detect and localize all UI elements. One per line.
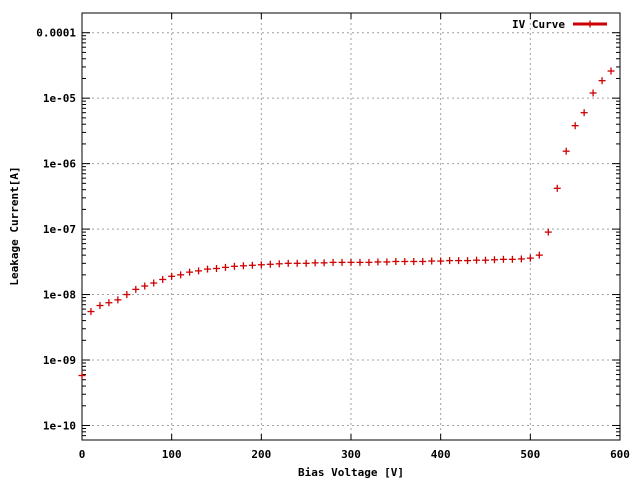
data-point [580,109,588,117]
data-point [473,256,481,264]
data-point [598,77,606,85]
data-point [544,228,552,236]
x-tick-label: 400 [431,448,451,461]
data-point [464,257,472,265]
data-point [302,259,310,267]
y-tick-label: 1e-07 [43,223,76,236]
plot-frame [81,12,621,441]
y-tick-label: 1e-08 [43,289,76,302]
data-point [293,259,301,267]
data-point [213,265,220,273]
y-tick-label: 1e-06 [43,158,76,171]
data-point [87,308,95,316]
data-point [123,291,131,299]
x-tick-label: 0 [79,448,86,461]
data-point [490,256,498,264]
data-point [248,261,256,269]
data-point [419,257,427,265]
data-point [482,256,489,264]
data-point [186,268,194,276]
y-tick-label: 0.0001 [36,27,76,40]
data-point [239,262,247,270]
data-point [508,255,516,263]
data-point [96,302,104,310]
grid-lines [82,13,620,440]
data-point [221,263,229,271]
data-point [105,299,113,307]
data-point [168,272,176,280]
data-point [320,259,328,267]
data-point [428,257,436,265]
data-point [517,255,525,263]
data-point [257,261,265,269]
y-tick-label: 1e-05 [43,92,76,105]
data-point [410,257,418,265]
data-point [526,254,534,262]
data-point [159,275,167,283]
x-axis-ticks: 0 100 200 300 400 500 600 [79,13,630,461]
data-point [589,89,597,97]
data-point [311,259,319,267]
data-point [284,259,292,267]
data-point [114,296,122,304]
x-tick-label: 200 [251,448,271,461]
data-point [571,122,579,130]
x-tick-label: 300 [341,448,361,461]
data-point [562,147,570,155]
data-point [437,257,445,265]
data-point [383,258,391,266]
data-point [455,257,463,265]
data-point [401,257,409,265]
data-point [204,265,212,273]
data-point [275,260,283,268]
legend-marker [586,20,594,28]
data-point [365,258,373,266]
data-point [535,251,543,259]
data-points [78,67,615,380]
data-point [177,271,185,279]
data-point [356,258,364,266]
data-point [78,372,86,380]
legend-label: IV Curve [512,18,565,31]
x-axis-label: Bias Voltage [V] [298,466,404,479]
data-point [446,257,454,265]
data-point [392,257,400,265]
data-point [338,258,346,266]
data-point [132,285,140,293]
legend: IV Curve [512,18,607,31]
data-point [499,255,507,263]
y-tick-label: 1e-10 [43,419,76,432]
data-point [607,67,615,75]
x-tick-label: 100 [162,448,182,461]
y-axis-label: Leakage Current[A] [8,166,21,285]
data-point [195,267,203,275]
data-point [374,258,382,266]
data-point [150,279,158,287]
data-point [230,262,238,270]
y-axis-ticks: 1e-10 1e-09 1e-08 1e-07 1e-06 1e-05 0.0001 [36,12,620,441]
x-tick-label: 500 [520,448,540,461]
data-point [329,258,337,266]
data-point [553,184,561,192]
data-point [347,258,355,266]
data-point [141,282,149,290]
x-tick-label: 600 [610,448,630,461]
y-tick-label: 1e-09 [43,354,76,367]
data-point [266,260,274,268]
